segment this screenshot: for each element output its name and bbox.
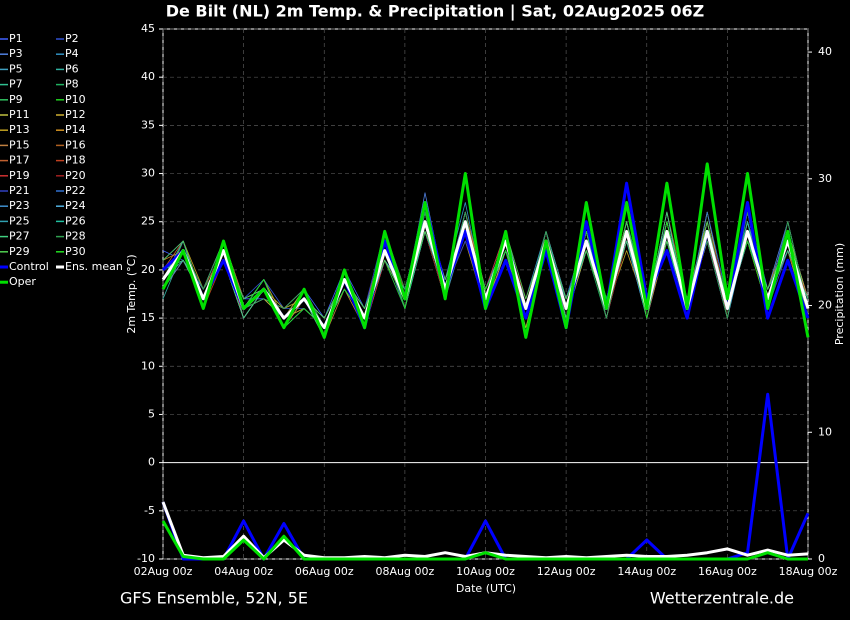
legend-label: P5	[9, 62, 23, 75]
precipitation-line	[161, 520, 808, 561]
legend-label: P13	[9, 123, 30, 136]
legend-label: P8	[65, 78, 79, 91]
legend-label: P24	[65, 199, 86, 212]
x-tick-label: 16Aug 00z	[698, 565, 757, 578]
y2-tick-label: 30	[818, 172, 832, 185]
legend-label: P28	[65, 230, 86, 243]
y-axis-label: 2m Temp. (°C)	[125, 254, 138, 333]
legend-label: P23	[9, 199, 30, 212]
legend-label: P9	[9, 93, 23, 106]
y2-tick-label: 0	[818, 552, 825, 565]
legend-label: P29	[9, 245, 30, 258]
legend-label: P10	[65, 93, 86, 106]
y-tick-label: 30	[141, 167, 155, 180]
legend-label: P1	[9, 32, 23, 45]
legend-label: P14	[65, 123, 86, 136]
legend-label: P18	[65, 154, 86, 167]
legend-label: P12	[65, 108, 86, 121]
legend-label: Ens. mean	[65, 260, 123, 273]
legend-label: P4	[65, 47, 79, 60]
x-tick-label: 04Aug 00z	[214, 565, 273, 578]
legend-label: P27	[9, 230, 30, 243]
legend-label: P21	[9, 184, 30, 197]
y2-axis-label: Precipitation (mm)	[833, 243, 846, 345]
legend-label: P15	[9, 138, 30, 151]
y2-tick-label: 40	[818, 45, 832, 58]
x-tick-label: 06Aug 00z	[295, 565, 354, 578]
x-axis-label: Date (UTC)	[456, 582, 516, 595]
legend-label: P17	[9, 154, 30, 167]
x-tick-label: 02Aug 00z	[134, 565, 193, 578]
x-tick-label: 18Aug 00z	[779, 565, 838, 578]
legend-label: Oper	[9, 275, 36, 288]
x-tick-label: 14Aug 00z	[617, 565, 676, 578]
temperature-line	[161, 162, 810, 339]
y-tick-label: 10	[141, 359, 155, 372]
x-tick-label: 12Aug 00z	[537, 565, 596, 578]
legend-label: P16	[65, 138, 86, 151]
legend-label: Control	[9, 260, 49, 273]
y-tick-label: -5	[144, 504, 155, 517]
legend-label: P6	[65, 62, 79, 75]
y2-tick-label: 20	[818, 299, 832, 312]
y-tick-label: 25	[141, 215, 155, 228]
chart-title: De Bilt (NL) 2m Temp. & Precipitation | …	[166, 2, 705, 22]
legend-label: P11	[9, 108, 30, 121]
y-tick-label: 40	[141, 70, 155, 83]
x-tick-label: 10Aug 00z	[456, 565, 515, 578]
legend-label: P25	[9, 214, 30, 227]
y-tick-label: -10	[137, 552, 155, 565]
legend-label: P26	[65, 214, 86, 227]
x-tick-label: 08Aug 00z	[376, 565, 435, 578]
legend-label: P3	[9, 47, 23, 60]
y2-tick-label: 10	[818, 425, 832, 438]
legend-label: P19	[9, 169, 30, 182]
footer-source: GFS Ensemble, 52N, 5E	[120, 589, 308, 608]
legend-label: P7	[9, 78, 23, 91]
footer-site: Wetterzentrale.de	[650, 589, 794, 608]
legend-label: P30	[65, 245, 86, 258]
y-tick-label: 5	[148, 407, 155, 420]
y-tick-label: 35	[141, 118, 155, 131]
y-tick-label: 0	[148, 456, 155, 469]
y-tick-label: 15	[141, 311, 155, 324]
legend-label: P2	[65, 32, 79, 45]
y-tick-label: 20	[141, 263, 155, 276]
legend-label: P20	[65, 169, 86, 182]
y-tick-label: 45	[141, 22, 155, 35]
legend-label: P22	[65, 184, 86, 197]
